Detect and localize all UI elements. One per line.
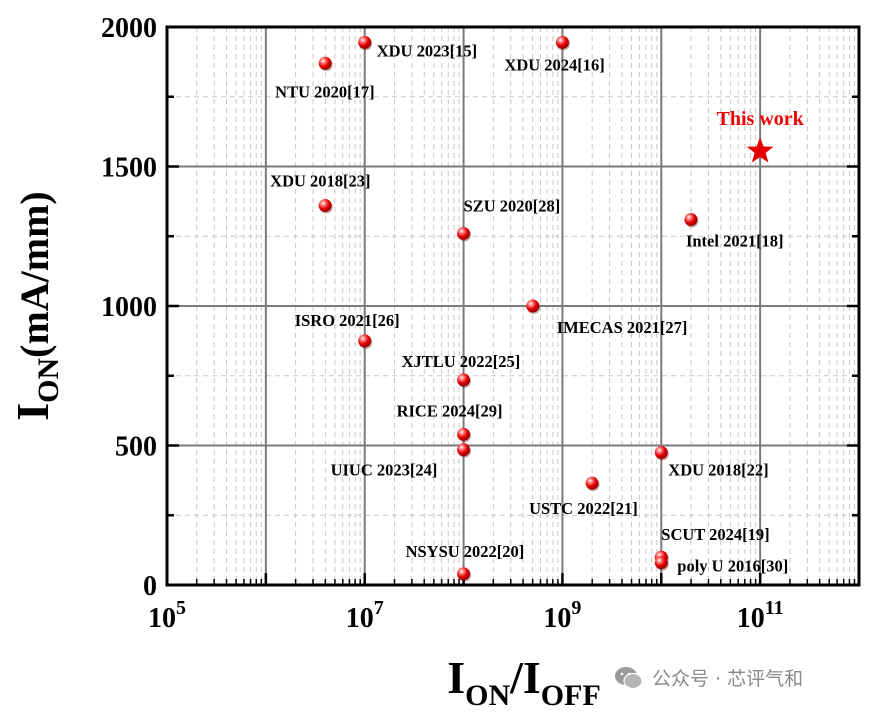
highlight-star-marker (746, 137, 774, 163)
data-point-label: XDU 2023[15] (377, 41, 477, 60)
y-axis-title: ION(mA/mm) (7, 191, 65, 421)
data-point-label: UIUC 2023[24] (331, 461, 438, 480)
data-point (555, 35, 569, 49)
x-tick-label: 109 (543, 597, 581, 634)
y-tick-label: 2000 (101, 13, 157, 44)
data-point (318, 199, 332, 213)
data-point (457, 567, 471, 581)
data-point (457, 226, 471, 240)
y-tick-label: 0 (143, 571, 157, 602)
data-point-label: SCUT 2024[19] (661, 525, 769, 544)
data-point (318, 56, 332, 70)
point-labels: XDU 2023[15] XDU 2024[16] NTU 2020[17] XDU … (270, 41, 804, 575)
x-tick-label: 1011 (737, 597, 784, 634)
data-point (654, 556, 668, 570)
data-point-label: NSYSU 2022[20] (406, 542, 525, 561)
y-tick-label: 1000 (101, 292, 157, 323)
data-point-label: XDU 2018[22] (668, 460, 768, 479)
x-axis-title: ION/IOFF (447, 652, 601, 712)
data-point-label: USTC 2022[21] (529, 499, 638, 518)
data-point-label: ISRO 2021[26] (295, 311, 400, 330)
data-point (457, 373, 471, 387)
data-point (684, 213, 698, 227)
data-point (358, 334, 372, 348)
major-grid (167, 27, 859, 585)
data-point-label: NTU 2020[17] (275, 82, 374, 101)
data-point-label: Intel 2021[18] (686, 232, 784, 251)
watermark: 公众号 · 芯评气和 (614, 664, 803, 691)
y-tick-labels: 0 500 1000 1500 2000 (101, 13, 157, 602)
x-tick-label: 107 (346, 597, 384, 634)
data-point-label: SZU 2020[28] (464, 196, 561, 215)
data-point-label: XDU 2024[16] (504, 55, 604, 74)
data-point (358, 35, 372, 49)
data-point-label: poly U 2016[30] (677, 557, 788, 576)
data-point (526, 299, 540, 313)
data-points (318, 35, 774, 582)
data-point-label: RICE 2024[29] (397, 401, 503, 420)
watermark-text: 公众号 · 芯评气和 (652, 668, 804, 690)
data-point-label: XJTLU 2022[25] (402, 352, 521, 371)
plot-frame (165, 25, 861, 587)
y-tick-label: 500 (115, 432, 157, 463)
data-point (585, 476, 599, 490)
wechat-icon (615, 666, 643, 689)
y-tick-label: 1500 (101, 153, 157, 184)
x-tick-label: 105 (148, 597, 186, 634)
data-point (457, 443, 471, 457)
highlight-label: This work (717, 108, 805, 130)
data-point-label: IMECAS 2021[27] (557, 318, 688, 337)
data-point (457, 427, 471, 441)
data-point-label: XDU 2018[23] (270, 172, 370, 191)
x-tick-labels: 105 107 109 1011 (148, 597, 784, 634)
data-point (654, 445, 668, 459)
